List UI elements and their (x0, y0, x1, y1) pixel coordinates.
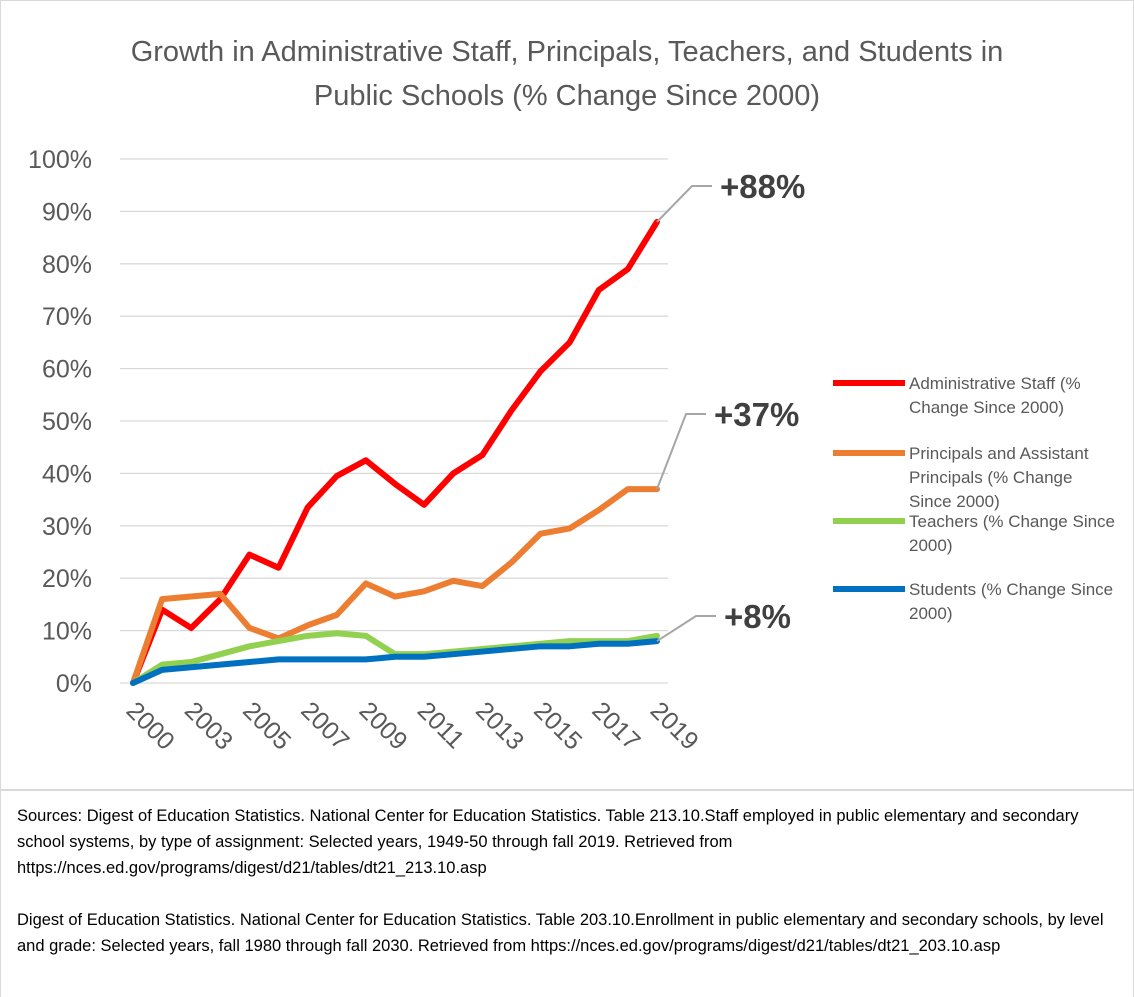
y-tick-label: 0% (56, 670, 92, 698)
y-tick-label: 30% (42, 513, 92, 541)
data-line (130, 218, 660, 686)
y-tick-label: 50% (42, 408, 92, 436)
x-tick-label: 2005 (237, 696, 296, 755)
annotation-leader (656, 185, 712, 223)
annotation-leader (656, 615, 716, 642)
x-tick-label: 2015 (528, 696, 587, 755)
chart-title: Growth in Administrative Staff, Principa… (130, 36, 1004, 112)
x-tick-label: 2017 (587, 696, 646, 755)
y-tick-label: 20% (42, 565, 92, 593)
source-text: Digest of Education Statistics. National… (17, 911, 1104, 955)
legend-label: Teachers (% Change Since 2000) (909, 512, 1116, 555)
x-tick-label: 2003 (179, 696, 238, 755)
annotation: +88% (720, 168, 805, 205)
x-tick-label: 2007 (295, 696, 354, 755)
y-tick-label: 80% (42, 251, 92, 279)
x-tick-label: 2013 (470, 696, 529, 755)
chart: 0%10%20%30%40%50%60%70%80%90%100%2000 200… (28, 146, 905, 756)
annotation: +8% (724, 598, 791, 635)
y-tick-label: 60% (42, 356, 92, 384)
x-tick-label: 2011 (412, 696, 470, 754)
sources: Sources: Digest of Education Statistics.… (0, 790, 1134, 997)
x-tick-label: 2019 (645, 696, 704, 755)
y-tick-label: 100% (28, 146, 92, 174)
source-text: Sources: Digest of Education Statistics.… (17, 807, 1079, 877)
data-line (130, 638, 660, 686)
data-line (130, 486, 660, 686)
annotation-leader (656, 413, 706, 490)
x-tick-label: 2000 (121, 696, 180, 755)
y-tick-label: 70% (42, 303, 92, 331)
y-tick-label: 90% (42, 198, 92, 226)
legend-label: Administrative Staff (% Change Since 200… (909, 374, 1081, 417)
legend-label: Students (% Change Since 2000) (909, 580, 1114, 623)
y-tick-label: 40% (42, 460, 92, 488)
annotation: +37% (714, 396, 799, 433)
x-tick-label: 2009 (354, 696, 413, 755)
y-tick-label: 10% (42, 618, 92, 646)
legend-label: Principals and Assistant Principals (% C… (909, 444, 1089, 511)
